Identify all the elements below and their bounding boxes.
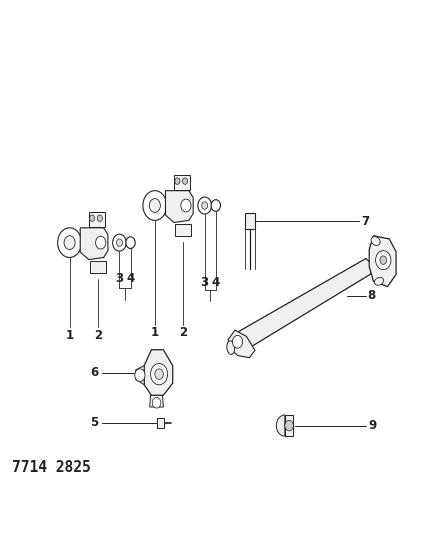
Text: 7: 7 xyxy=(362,215,370,228)
Circle shape xyxy=(113,234,126,251)
Circle shape xyxy=(151,364,168,385)
Text: 7714 2825: 7714 2825 xyxy=(12,460,91,475)
Text: 2: 2 xyxy=(179,326,187,340)
Circle shape xyxy=(126,237,135,248)
Bar xyxy=(89,213,105,227)
Text: 1: 1 xyxy=(66,329,74,342)
Circle shape xyxy=(198,197,211,214)
Circle shape xyxy=(143,191,167,220)
Text: 8: 8 xyxy=(367,289,375,302)
Text: 4: 4 xyxy=(127,272,135,285)
Ellipse shape xyxy=(375,278,384,285)
Circle shape xyxy=(233,335,243,348)
Bar xyxy=(174,175,190,190)
Ellipse shape xyxy=(371,237,380,246)
Circle shape xyxy=(149,199,160,213)
Text: 9: 9 xyxy=(368,419,376,432)
Polygon shape xyxy=(136,366,144,385)
Polygon shape xyxy=(228,330,255,358)
Circle shape xyxy=(376,251,391,270)
Text: 5: 5 xyxy=(90,416,98,430)
Circle shape xyxy=(155,369,163,379)
Circle shape xyxy=(116,239,122,246)
Circle shape xyxy=(90,215,95,221)
Circle shape xyxy=(285,420,293,431)
Text: 6: 6 xyxy=(90,366,98,379)
Circle shape xyxy=(182,178,187,184)
Polygon shape xyxy=(166,191,193,222)
Circle shape xyxy=(152,398,161,408)
Text: 1: 1 xyxy=(151,326,159,340)
Bar xyxy=(90,261,106,273)
Circle shape xyxy=(175,178,180,184)
Circle shape xyxy=(380,256,387,264)
Circle shape xyxy=(211,200,221,212)
Circle shape xyxy=(64,236,75,249)
Bar xyxy=(285,415,293,436)
Circle shape xyxy=(96,236,106,249)
Circle shape xyxy=(135,369,145,382)
Circle shape xyxy=(181,199,191,212)
Text: 2: 2 xyxy=(94,329,102,342)
Text: 3: 3 xyxy=(115,272,124,285)
Circle shape xyxy=(57,228,82,257)
Polygon shape xyxy=(150,395,163,407)
Text: 3: 3 xyxy=(201,276,209,289)
Bar xyxy=(175,224,191,236)
Ellipse shape xyxy=(227,341,235,354)
Bar xyxy=(245,214,254,229)
Circle shape xyxy=(202,202,208,209)
Polygon shape xyxy=(369,236,396,287)
Polygon shape xyxy=(144,350,173,395)
Polygon shape xyxy=(80,228,108,260)
Circle shape xyxy=(97,215,103,221)
Polygon shape xyxy=(230,259,375,354)
Wedge shape xyxy=(276,415,285,436)
Bar xyxy=(157,418,164,428)
Text: 4: 4 xyxy=(211,276,220,289)
